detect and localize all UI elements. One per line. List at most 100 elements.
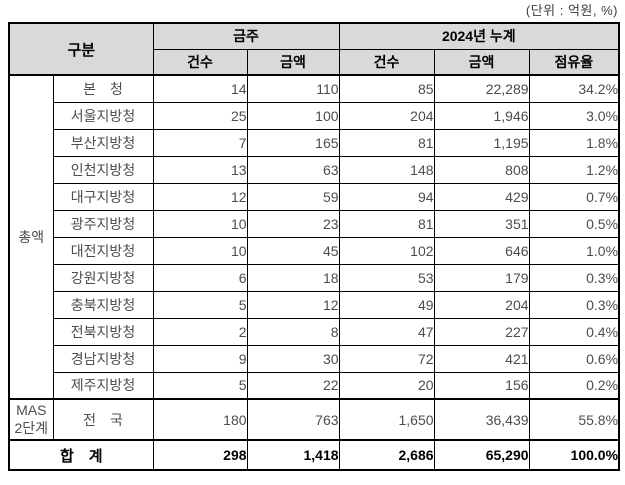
mas-label-line2: 2단계: [14, 419, 49, 436]
table-row: 전북지방청 2 8 47 227 0.4%: [9, 317, 620, 346]
table-row: 강원지방청 6 18 53 179 0.3%: [9, 263, 620, 292]
share-cell: 0.7%: [528, 182, 620, 211]
region-name-cell: 전 국: [52, 398, 154, 441]
share-cell: 1.0%: [528, 236, 620, 265]
table-row: 제주지방청 5 22 20 156 0.2%: [9, 371, 620, 400]
header-cell-week-group: 금주: [152, 22, 340, 50]
cum-amount-cell: 421: [433, 344, 530, 373]
week-amount-cell: 45: [246, 236, 340, 265]
region-name-cell: 충북지방청: [52, 290, 154, 319]
cum-amount-cell: 808: [433, 155, 530, 184]
header-row-columns: 건수 금액 건수 금액 점유율: [9, 48, 620, 76]
table-row: 충북지방청 5 12 49 204 0.3%: [9, 290, 620, 319]
cum-amount-cell: 227: [433, 317, 530, 346]
week-count-cell: 10: [152, 236, 248, 265]
cum-amount-cell: 429: [433, 182, 530, 211]
table-row: 총액 본 청 14 110 85 22,289 34.2%: [8, 74, 620, 400]
week-count-cell: 2: [152, 317, 248, 346]
cum-amount-cell: 351: [433, 209, 530, 238]
cum-count-cell: 204: [338, 101, 435, 130]
week-amount-cell: 18: [246, 263, 340, 292]
region-name-cell: 본 청: [52, 74, 154, 103]
cum-amount-cell: 65,290: [433, 439, 530, 471]
share-cell: 55.8%: [528, 398, 620, 441]
share-cell: 0.5%: [528, 209, 620, 238]
cum-amount-cell: 156: [433, 371, 530, 400]
region-name-cell: 전북지방청: [52, 317, 154, 346]
table-row: 부산지방청 7 165 81 1,195 1.8%: [9, 128, 620, 157]
cum-amount-cell: 204: [433, 290, 530, 319]
total-label: 합 계: [8, 439, 154, 471]
table-body: 총액 본 청 14 110 85 22,289 34.2% 서울지방청 25 1…: [8, 74, 620, 471]
cum-amount-cell: 179: [433, 263, 530, 292]
cum-amount-cell: 1,195: [433, 128, 530, 157]
unit-caption: (단위 : 억원, %): [525, 3, 618, 18]
week-count-cell: 10: [152, 209, 248, 238]
cum-count-cell: 81: [338, 209, 435, 238]
table-row: 대전지방청 10 45 102 646 1.0%: [9, 236, 620, 265]
week-amount-cell: 30: [246, 344, 340, 373]
region-name-cell: 광주지방청: [52, 209, 154, 238]
cum-count-cell: 72: [338, 344, 435, 373]
cum-count-cell: 49: [338, 290, 435, 319]
week-amount-cell: 165: [246, 128, 340, 157]
share-cell: 0.2%: [528, 371, 620, 400]
cum-count-cell: 47: [338, 317, 435, 346]
cum-count-cell: 1,650: [338, 398, 435, 441]
section-label-mas-phase2: MAS 2단계: [8, 398, 54, 441]
week-count-cell: 298: [152, 439, 248, 471]
cum-amount-cell: 1,946: [433, 101, 530, 130]
header-cell-cumulative-group: 2024년 누계: [338, 22, 620, 50]
share-cell: 3.0%: [528, 101, 620, 130]
week-count-cell: 9: [152, 344, 248, 373]
cum-amount-cell: 646: [433, 236, 530, 265]
region-name-cell: 대구지방청: [52, 182, 154, 211]
table-row: 대구지방청 12 59 94 429 0.7%: [9, 182, 620, 211]
header-cell-week-count: 건수: [152, 48, 248, 76]
share-cell: 1.8%: [528, 128, 620, 157]
region-name-cell: 경남지방청: [52, 344, 154, 373]
cum-count-cell: 2,686: [338, 439, 435, 471]
share-cell: 0.4%: [528, 317, 620, 346]
week-count-cell: 25: [152, 101, 248, 130]
header-cell-share: 점유율: [528, 48, 620, 76]
table-header: 구분 금주 2024년 누계 건수 금액 건수 금액 점유율: [8, 22, 620, 76]
header-cell-cum-count: 건수: [338, 48, 435, 76]
table-row: 인천지방청 13 63 148 808 1.2%: [9, 155, 620, 184]
share-cell: 0.3%: [528, 290, 620, 319]
week-amount-cell: 110: [246, 74, 340, 103]
table-row: 경남지방청 9 30 72 421 0.6%: [9, 344, 620, 373]
cum-count-cell: 102: [338, 236, 435, 265]
cum-amount-cell: 22,289: [433, 74, 530, 103]
week-count-cell: 6: [152, 263, 248, 292]
cum-amount-cell: 36,439: [433, 398, 530, 441]
week-count-cell: 12: [152, 182, 248, 211]
week-amount-cell: 1,418: [246, 439, 340, 471]
week-count-cell: 14: [152, 74, 248, 103]
week-amount-cell: 763: [246, 398, 340, 441]
summary-table: 구분 금주 2024년 누계 건수 금액 건수 금액 점유율 총액 본 청 14…: [8, 22, 621, 471]
region-name-cell: 대전지방청: [52, 236, 154, 265]
cum-count-cell: 20: [338, 371, 435, 400]
share-cell: 0.3%: [528, 263, 620, 292]
header-cell-gubun: 구분: [8, 22, 154, 76]
cum-count-cell: 94: [338, 182, 435, 211]
week-count-cell: 13: [152, 155, 248, 184]
cum-count-cell: 53: [338, 263, 435, 292]
table-row-grand-total: 합 계 298 1,418 2,686 65,290 100.0%: [8, 439, 620, 471]
region-name-cell: 제주지방청: [52, 371, 154, 400]
header-cell-week-amount: 금액: [246, 48, 340, 76]
share-cell: 34.2%: [528, 74, 620, 103]
region-name-cell: 강원지방청: [52, 263, 154, 292]
week-amount-cell: 22: [246, 371, 340, 400]
mas-label-line1: MAS: [16, 402, 47, 418]
week-count-cell: 180: [152, 398, 248, 441]
region-name-cell: 부산지방청: [52, 128, 154, 157]
week-amount-cell: 12: [246, 290, 340, 319]
week-amount-cell: 63: [246, 155, 340, 184]
section-label-total-amount: 총액: [8, 74, 54, 400]
region-name-cell: 인천지방청: [52, 155, 154, 184]
share-cell: 100.0%: [528, 439, 620, 471]
table-row: 광주지방청 10 23 81 351 0.5%: [9, 209, 620, 238]
